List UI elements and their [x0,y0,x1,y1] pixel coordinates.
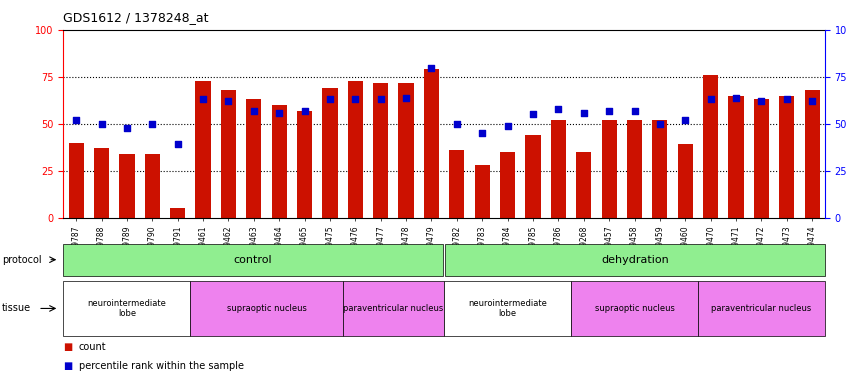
Point [805,98,819,104]
Bar [119,154,135,218]
Bar [627,120,642,218]
Point [450,121,464,127]
Point [196,96,210,102]
Point [374,96,387,102]
Bar [170,208,185,218]
Point [755,98,768,104]
Text: paraventricular nucleus: paraventricular nucleus [343,304,443,313]
Bar [703,75,718,217]
Bar [424,69,439,218]
Bar [678,144,693,218]
Bar [728,96,744,218]
Bar [195,81,211,218]
Text: percentile rank within the sample: percentile rank within the sample [79,361,244,370]
Bar [221,90,236,218]
Text: neurointermediate
lobe: neurointermediate lobe [468,299,547,318]
Bar [69,142,84,218]
Point [653,121,667,127]
Point [425,64,438,70]
Point [678,117,692,123]
Bar [602,120,617,218]
Bar [449,150,464,217]
Text: count: count [79,342,107,352]
Bar [779,96,794,218]
Bar [500,152,515,217]
Bar [94,148,109,217]
Bar [297,111,312,218]
Point [704,96,717,102]
Point [628,108,641,114]
Bar [475,165,490,218]
Bar [805,90,820,218]
Point [399,94,413,100]
Text: supraoptic nucleus: supraoptic nucleus [227,304,306,313]
Bar [576,152,591,217]
Bar [754,99,769,218]
Point [349,96,362,102]
Bar [348,81,363,218]
Bar [652,120,667,218]
Bar [145,154,160,218]
Point [222,98,235,104]
Text: GDS1612 / 1378248_at: GDS1612 / 1378248_at [63,11,209,24]
Point [552,106,565,112]
Point [171,141,184,147]
Text: paraventricular nucleus: paraventricular nucleus [711,304,811,313]
Text: ■: ■ [63,342,73,352]
Point [272,110,286,116]
Text: protocol: protocol [2,255,41,265]
Point [526,111,540,117]
Point [247,108,261,114]
Point [69,117,83,123]
Point [298,108,311,114]
Text: control: control [233,255,272,265]
Text: tissue: tissue [2,303,30,313]
Point [780,96,794,102]
Bar [551,120,566,218]
Point [146,121,159,127]
Point [577,110,591,116]
Bar [322,88,338,218]
Point [602,108,616,114]
Text: neurointermediate
lobe: neurointermediate lobe [87,299,167,318]
Bar [373,82,388,218]
Bar [272,105,287,218]
Point [120,124,134,130]
Point [501,123,514,129]
Point [323,96,337,102]
Point [95,121,108,127]
Bar [398,82,414,218]
Text: supraoptic nucleus: supraoptic nucleus [595,304,674,313]
Point [475,130,489,136]
Bar [246,99,261,218]
Bar [525,135,541,218]
Text: ■: ■ [63,361,73,370]
Point [729,94,743,100]
Text: dehydration: dehydration [602,255,669,265]
